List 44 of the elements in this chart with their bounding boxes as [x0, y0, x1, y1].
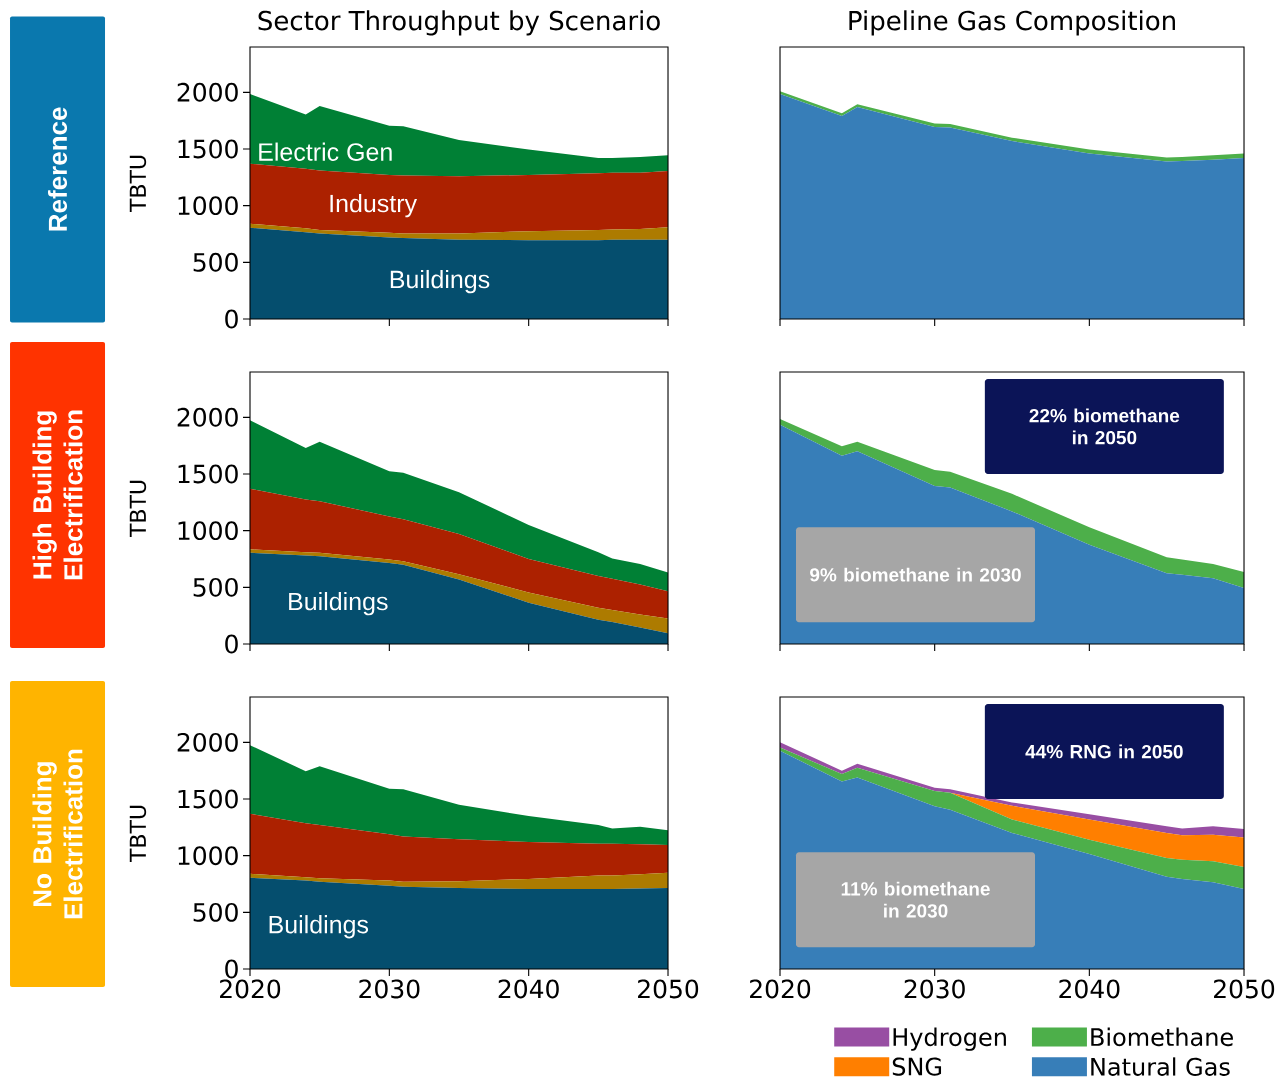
- series-label: Electric Gen: [259, 142, 392, 161]
- annotation: 9% biomethane in 2030: [810, 567, 1021, 582]
- legend-label: Natural Gas: [1091, 1057, 1230, 1076]
- y-tick-label: 1500: [178, 139, 238, 159]
- chart-title: Sector Throughput by Scenario: [258, 10, 660, 36]
- annotation: 22% biomethane in 2050: [1029, 408, 1180, 445]
- y-axis-title: TBTU: [129, 155, 147, 213]
- chart-title: Pipeline Gas Composition: [849, 10, 1175, 36]
- y-tick-label: 2000: [177, 82, 238, 102]
- series-label: Industry: [330, 194, 418, 218]
- series-label: Buildings: [269, 915, 369, 939]
- x-tick-label: 2030: [904, 979, 965, 999]
- y-tick-label: 500: [193, 252, 238, 272]
- y-tick-label: 1000: [178, 846, 238, 866]
- y-tick-label: 500: [193, 902, 238, 922]
- y-tick-label: 1000: [178, 196, 238, 216]
- series-label: Buildings: [390, 269, 490, 294]
- y-tick-label: 0: [225, 634, 238, 654]
- y-tick-label: 2000: [177, 732, 238, 752]
- x-tick-label: 2040: [1059, 979, 1120, 999]
- x-tick-label: 2020: [750, 979, 811, 999]
- legend-label: Biomethane: [1091, 1027, 1233, 1047]
- legend-label: SNG: [892, 1057, 942, 1076]
- series-label: Buildings: [289, 592, 388, 616]
- y-tick-label: 500: [193, 577, 238, 597]
- y-tick-label: 1500: [178, 464, 238, 484]
- x-tick-label: 2020: [220, 979, 281, 999]
- annotation: 11% biomethane in 2030: [841, 881, 990, 918]
- y-axis-title: TBTU: [129, 805, 147, 863]
- legend-label: Hydrogen: [893, 1027, 1006, 1051]
- y-tick-label: 1500: [178, 789, 238, 809]
- text: Reference: [47, 107, 68, 231]
- text: High Building Electrification: [32, 410, 83, 580]
- y-tick-label: 0: [225, 959, 238, 979]
- y-tick-label: 0: [225, 309, 238, 329]
- annotation: 44% RNG in 2050: [1025, 744, 1183, 759]
- x-tick-label: 2040: [498, 979, 559, 999]
- x-tick-label: 2050: [1214, 979, 1275, 999]
- y-tick-label: 1000: [178, 521, 238, 541]
- text: No Building Electrification: [32, 749, 83, 919]
- y-tick-label: 2000: [177, 407, 238, 427]
- x-tick-label: 2030: [359, 979, 420, 999]
- x-tick-label: 2050: [638, 979, 699, 999]
- y-axis-title: TBTU: [129, 480, 147, 538]
